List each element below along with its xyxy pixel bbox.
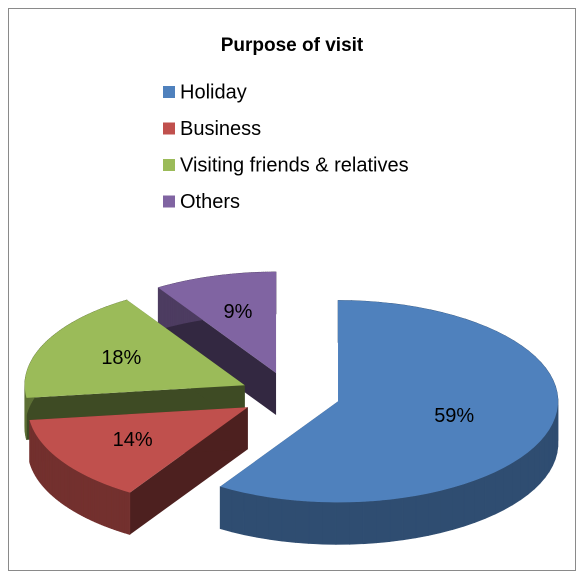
slice-wall [403, 496, 416, 540]
slice-wall [416, 493, 429, 537]
slice-wall [75, 470, 77, 513]
slice-wall [97, 481, 99, 524]
slice-wall [390, 498, 403, 542]
slice-wall [106, 485, 108, 528]
slice-wall [363, 501, 376, 544]
slice-wall [549, 424, 552, 472]
legend-swatch [163, 86, 175, 98]
slice-wall [534, 441, 540, 489]
slice-wall [88, 477, 90, 520]
slice-wall [495, 468, 504, 515]
slice-wall [220, 487, 232, 532]
slice-wall [119, 489, 122, 532]
data-label: 14% [113, 429, 153, 451]
slice-wall [232, 490, 244, 535]
legend-swatch [163, 123, 175, 135]
slice-wall [104, 484, 106, 527]
slice-wall [513, 458, 521, 505]
slice-wall [114, 487, 117, 530]
slice-wall [540, 436, 545, 484]
legend-label: Holiday [180, 81, 247, 103]
slice-wall [256, 495, 269, 539]
legend-label: Visiting friends & relatives [180, 154, 409, 176]
slice-wall [95, 480, 97, 523]
data-label: 9% [224, 301, 253, 323]
chart-title: Purpose of visit [221, 35, 364, 56]
slice-wall [86, 476, 88, 519]
slice-wall [485, 472, 495, 518]
slice-wall [269, 497, 282, 541]
slice-wall [127, 492, 130, 535]
slice-wall [428, 491, 440, 536]
slice-wall [125, 491, 128, 534]
slice-wall [521, 452, 528, 499]
slice-wall [452, 484, 463, 529]
slice-wall [117, 488, 120, 531]
slice-wall [102, 483, 104, 526]
slice-wall [377, 500, 390, 543]
legend-swatch [163, 159, 175, 171]
slice-wall [81, 473, 83, 516]
slice-wall [111, 487, 114, 530]
slice-wall [475, 477, 485, 523]
slice-wall [464, 481, 475, 527]
slice-wall [77, 471, 79, 514]
data-label: 18% [101, 347, 141, 369]
legend-label: Business [180, 118, 261, 140]
slice-wall [83, 474, 85, 517]
slice-wall [109, 486, 112, 529]
legend-swatch [163, 196, 175, 208]
legend-label: Others [180, 191, 240, 213]
slice-wall [282, 499, 295, 542]
slice-wall [504, 463, 513, 510]
slice-wall [309, 502, 323, 545]
slice-wall [322, 502, 336, 544]
slice-wall [244, 493, 256, 537]
slice-wall [79, 472, 81, 515]
slice-wall [441, 488, 453, 533]
slice-wall [99, 482, 101, 525]
slice-wall [545, 430, 549, 478]
slice-wall [350, 502, 364, 545]
slice-wall [122, 490, 125, 533]
slice-wall [528, 447, 535, 494]
slice-wall [90, 478, 92, 521]
data-label: 59% [434, 405, 474, 427]
slice-wall [553, 417, 556, 465]
slice-wall [92, 479, 94, 522]
slice-wall [336, 502, 350, 544]
slice-wall [295, 500, 308, 543]
